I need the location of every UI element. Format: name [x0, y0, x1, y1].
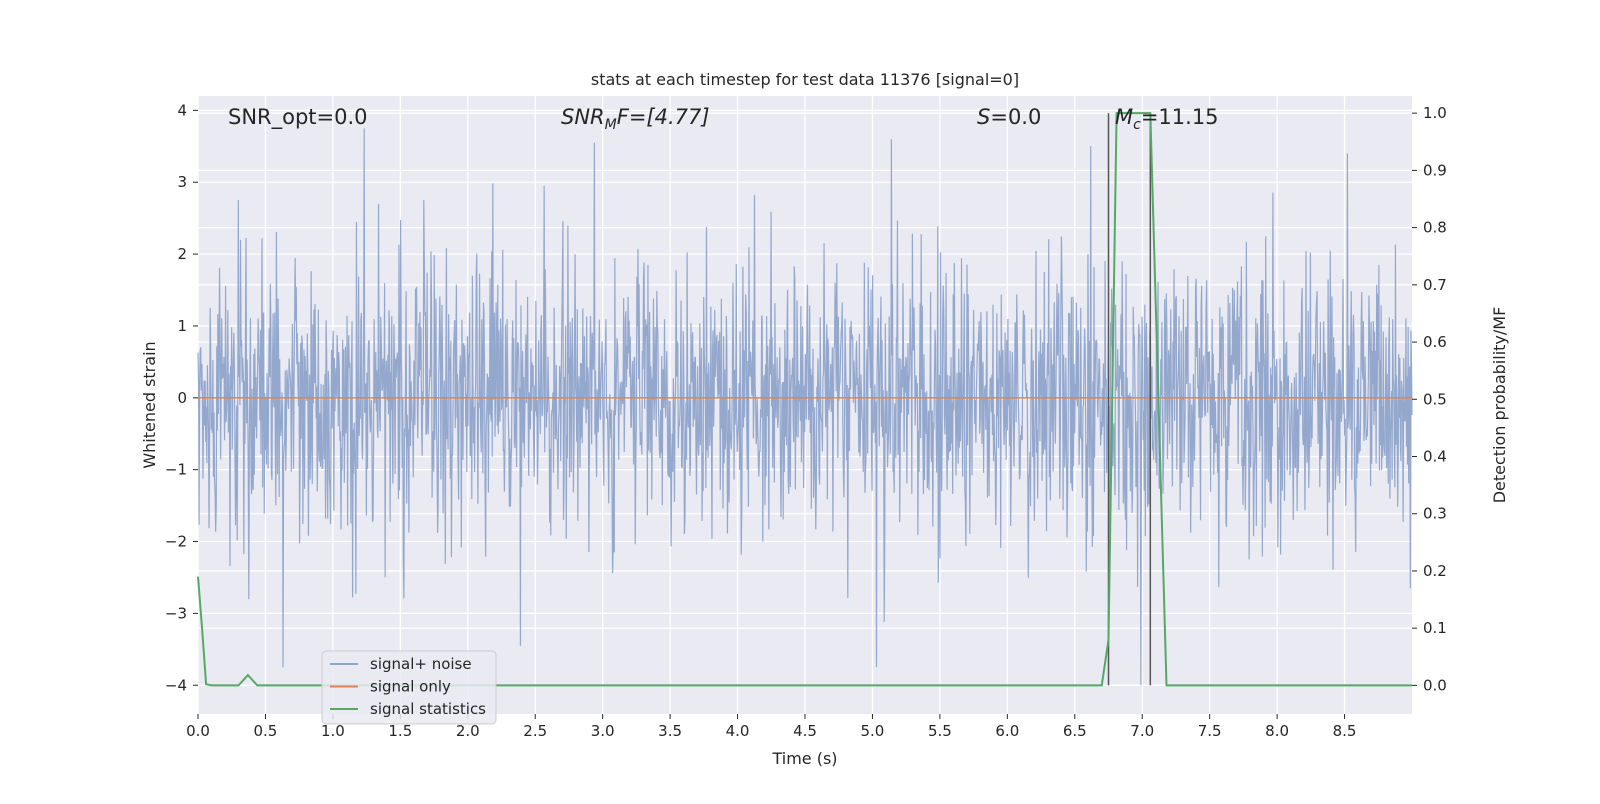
- y-right-tick-label: 0.8: [1423, 219, 1447, 237]
- x-tick-label: 3.0: [591, 722, 615, 740]
- x-axis-label: Time (s): [771, 749, 837, 768]
- x-tick-label: 6.0: [995, 722, 1019, 740]
- y-right-tick-label: 0.9: [1423, 161, 1447, 179]
- annotation-s: S=0.0: [977, 105, 1041, 129]
- annotations: SNR_opt=0.0 SNRMF=[4.77] S=0.0 Mc=11.15: [228, 105, 1219, 133]
- legend-label-signal-statistics: signal statistics: [370, 700, 486, 718]
- x-tick-label: 1.5: [388, 722, 412, 740]
- x-tick-label: 2.0: [456, 722, 480, 740]
- y-right-tick-label: 0.6: [1423, 333, 1447, 351]
- annotation-mc-rest: =11.15: [1141, 105, 1219, 129]
- y-right-tick-label: 0.1: [1423, 619, 1447, 637]
- x-tick-label: 7.5: [1198, 722, 1222, 740]
- y-right-tick-label: 0.7: [1423, 276, 1447, 294]
- x-tick-label: 6.5: [1063, 722, 1087, 740]
- legend-box: [321, 650, 497, 725]
- x-tick-label: 4.0: [726, 722, 750, 740]
- annotation-snr-mf-main: SNR: [561, 105, 605, 129]
- annotation-snr-mf-rest: F=[4.77]: [617, 105, 710, 129]
- y-left-tick-label: 1: [177, 317, 187, 335]
- annotation-mc-sub: c: [1133, 117, 1141, 133]
- x-tick-label: 2.5: [523, 722, 547, 740]
- y-left-tick-label: −3: [165, 604, 187, 622]
- x-tick-label: 4.5: [793, 722, 817, 740]
- annotation-snr-mf: SNRMF=[4.77]: [561, 105, 710, 133]
- y-axis-label-left: Whitened strain: [140, 341, 159, 468]
- x-tick-label: 8.0: [1265, 722, 1289, 740]
- y-left-tick-label: −4: [165, 676, 187, 694]
- data-layer: [197, 112, 1413, 687]
- annotation-snr-opt: SNR_opt=0.0: [228, 105, 368, 130]
- x-tick-label: 0.0: [186, 722, 210, 740]
- y-right-tick-label: 0.3: [1423, 505, 1447, 523]
- y-right-tick-label: 0.0: [1423, 676, 1447, 694]
- y-axis-label-right: Detection probability/MF: [1490, 307, 1509, 504]
- y-left-tick-label: 2: [177, 245, 187, 263]
- series-signal-noise: [197, 128, 1413, 686]
- x-tick-label: 1.0: [321, 722, 345, 740]
- y-right-tick-label: 0.5: [1423, 390, 1447, 408]
- annotation-s-rest: =0.0: [990, 105, 1041, 129]
- legend-label-signal-only: signal only: [370, 678, 451, 696]
- y-left-tick-label: −1: [165, 461, 187, 479]
- x-tick-label: 0.5: [254, 722, 278, 740]
- chart-title: stats at each timestep for test data 113…: [591, 70, 1019, 89]
- legend: signal+ noise signal only signal statist…: [321, 650, 497, 725]
- x-tick-label: 3.5: [658, 722, 682, 740]
- x-tick-label: 7.0: [1130, 722, 1154, 740]
- y-right-tick-label: 0.4: [1423, 448, 1447, 466]
- y-right-tick-label: 1.0: [1423, 104, 1447, 122]
- y-left-tick-label: −2: [165, 533, 187, 551]
- y-left-tick-label: 3: [177, 173, 187, 191]
- annotation-mc: Mc=11.15: [1115, 105, 1219, 133]
- annotation-s-main: S: [977, 105, 990, 129]
- x-tick-label: 5.5: [928, 722, 952, 740]
- annotation-snr-mf-sub: M: [605, 117, 617, 133]
- x-tick-label: 8.5: [1333, 722, 1357, 740]
- y-left-tick-label: 4: [177, 101, 187, 119]
- annotation-mc-main: M: [1115, 105, 1133, 129]
- legend-label-signal-noise: signal+ noise: [370, 655, 472, 673]
- y-right-tick-label: 0.2: [1423, 562, 1447, 580]
- y-left-tick-label: 0: [177, 389, 187, 407]
- tick-labels: 0.0 0.5 1.0 1.5 2.0 2.5 3.0 3.5 4.0 4.5 5.0 5.5 6.0 6…: [165, 101, 1447, 740]
- x-tick-label: 5.0: [861, 722, 885, 740]
- series-signal-statistics: [197, 112, 1412, 687]
